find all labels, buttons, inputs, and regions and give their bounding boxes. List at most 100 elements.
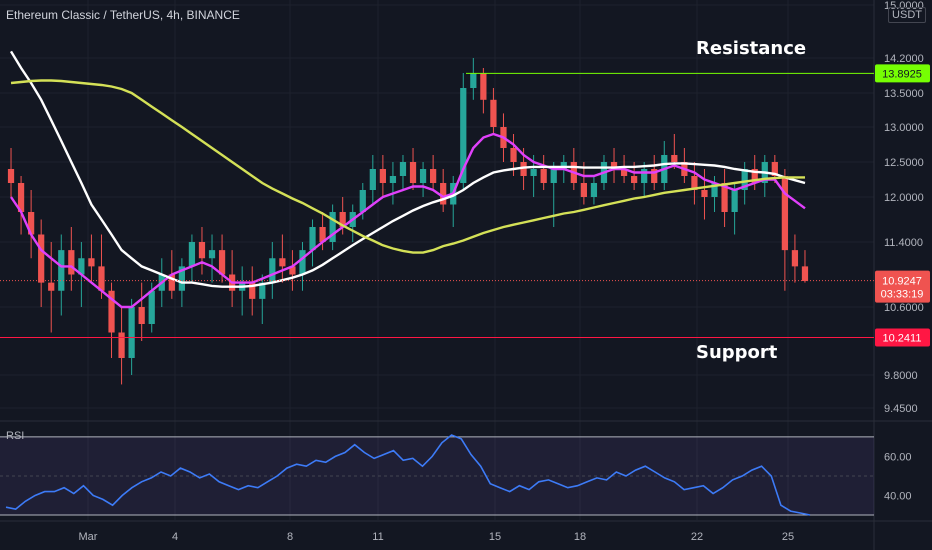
resistance-annotation: Resistance (696, 38, 807, 59)
candle-body (279, 258, 286, 267)
time-tick-label: 8 (287, 531, 293, 543)
candle-body (691, 176, 698, 190)
candle-body (339, 212, 346, 227)
rsi-label: RSI (6, 430, 25, 442)
candle-body (68, 250, 75, 275)
candle-body (389, 176, 397, 183)
candle-body (7, 169, 15, 183)
candle-body (138, 307, 145, 324)
candle-body (781, 176, 788, 251)
support-annotation: Support (696, 342, 778, 363)
moving-average-line (10, 79, 805, 254)
candle-body (218, 250, 226, 275)
candle-body (118, 332, 125, 358)
candle-body (419, 169, 427, 183)
candle-body (198, 242, 206, 259)
candle-body (148, 290, 155, 324)
candle-body (249, 282, 256, 299)
candle-body (208, 250, 216, 259)
candle-body (289, 266, 296, 275)
candle-body (510, 148, 517, 162)
candle-body (651, 169, 658, 183)
candle-body (108, 290, 115, 333)
time-tick-label: 15 (489, 531, 501, 543)
resistance-price-tag (875, 64, 930, 83)
last-price-tag (875, 270, 930, 303)
rsi-tick-label: 40.00 (884, 490, 912, 502)
candle-body (28, 212, 35, 235)
rsi-tick-label: 60.00 (884, 451, 912, 463)
candle-body (711, 183, 718, 197)
candle-body (259, 282, 266, 299)
candle-body (430, 169, 437, 183)
candle-body (540, 169, 547, 183)
candle-body (751, 169, 758, 183)
price-tick-label: 9.4500 (884, 403, 918, 415)
price-tick-label: 12.5000 (884, 157, 924, 169)
candle-body (590, 183, 598, 197)
price-tick-label: 15.0000 (884, 0, 924, 12)
time-tick-label: Mar (79, 531, 98, 543)
candle-body (309, 227, 316, 251)
candle-body (17, 183, 25, 212)
moving-average-line (9, 50, 806, 288)
candle-body (319, 227, 326, 242)
price-tick-label: 11.4000 (884, 237, 923, 249)
candle-body (359, 190, 366, 212)
candle-body (741, 169, 748, 190)
candle-body (721, 183, 728, 212)
time-tick-label: 4 (172, 531, 178, 543)
candle-body (440, 183, 447, 205)
currency-badge[interactable]: USDT (888, 7, 926, 23)
candle-body (520, 162, 527, 176)
candle-body (128, 307, 135, 358)
candle-body (399, 162, 407, 176)
price-tick-label: 14.2000 (884, 53, 924, 65)
candle-body (38, 234, 45, 283)
candle-body (490, 99, 497, 127)
price-tick-label: 12.0000 (884, 192, 924, 204)
candle-body (58, 250, 65, 291)
time-tick-label: 22 (691, 531, 703, 543)
price-tick-label: 13.0000 (884, 122, 924, 134)
candle-body (369, 169, 376, 190)
candle-body (480, 73, 487, 100)
candle-body (379, 169, 386, 183)
last-price-label: 10.9247 (882, 276, 922, 288)
candle-body (78, 258, 85, 275)
candle-body (631, 176, 638, 183)
rsi-line (5, 434, 811, 516)
candle-body (550, 169, 557, 183)
candle-body (530, 169, 537, 176)
candle-body (329, 212, 336, 242)
candle-body (168, 274, 175, 291)
candle-body (299, 250, 306, 275)
price-tick-label: 9.8000 (884, 370, 918, 382)
price-tick-label: 13.5000 (884, 88, 924, 100)
candle-body (701, 190, 708, 197)
candle-body (801, 266, 809, 281)
candle-body (470, 73, 477, 88)
candle-body (560, 162, 567, 169)
candle-body (791, 250, 799, 267)
candle-body (671, 155, 678, 162)
candle-body (178, 266, 185, 291)
resistance-price-label: 13.8925 (882, 68, 922, 80)
time-tick-label: 11 (372, 531, 383, 543)
time-tick-label: 25 (782, 531, 794, 543)
candle-body (580, 183, 587, 197)
chart-title: Ethereum Classic / TetherUS, 4h, BINANCE (6, 8, 240, 22)
candle-body (771, 162, 778, 176)
candle-body (641, 169, 648, 183)
time-tick-label: 18 (574, 531, 586, 543)
candle-body (460, 88, 467, 183)
price-tick-label: 10.6000 (884, 302, 924, 314)
candle-body (188, 242, 196, 267)
candle-body (88, 258, 95, 267)
candle-body (620, 169, 628, 176)
candle-body (731, 190, 738, 212)
moving-average-line (10, 132, 806, 309)
bar-countdown-label: 03:33:19 (881, 289, 924, 301)
